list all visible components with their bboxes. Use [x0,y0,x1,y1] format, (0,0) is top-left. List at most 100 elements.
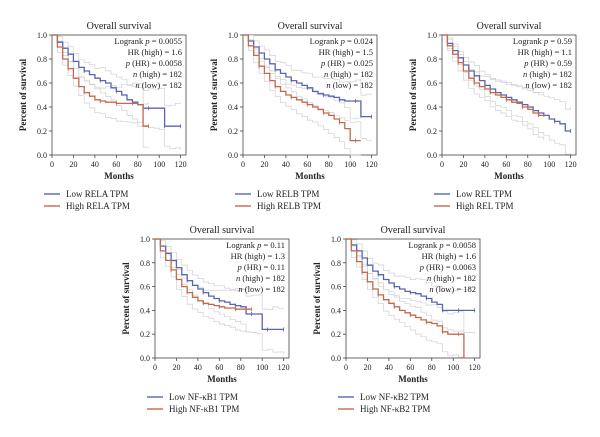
y-tick-label: 0.2 [427,127,437,136]
x-tick-label: 60 [215,363,223,372]
legend-label: Low RELA TPM [66,189,128,199]
stat-symbol: n [525,80,529,90]
stat-line: n (low) = 182 [525,80,572,90]
ci-band [243,34,372,96]
survival-curve-high [442,34,545,117]
y-tick-label: 0.4 [331,306,341,315]
survival-curve-high [346,238,465,358]
x-tick-label: 0 [50,160,54,169]
stat-key: HR (high) = 1.5 [319,47,373,57]
y-axis-label: Percent of survival [408,58,418,131]
survival-curve-high [52,34,149,127]
stat-symbol: p [523,58,528,68]
x-tick-label: 20 [363,363,371,372]
ci-band [52,34,181,107]
y-tick-label: 0.4 [228,103,238,112]
stat-value: (high) = 182 [431,273,476,283]
x-tick-label: 40 [282,160,290,169]
chart-title: Overall survival [381,225,446,236]
survival-chart-5: Overall survival 0.0 0.2 0.4 0.6 0.8 1.0 0 20 40 6… [312,225,481,414]
legend-label: High NF-κB2 TPM [360,404,430,414]
x-tick-label: 120 [366,160,378,169]
y-tick-label: 0.6 [427,79,437,88]
x-tick-label: 20 [260,160,268,169]
stat-line: n (low) = 182 [135,80,182,90]
x-tick-label: 80 [428,363,436,372]
x-tick-label: 100 [256,363,268,372]
y-tick-label: 0.0 [331,354,341,363]
ci-band [155,238,284,310]
survival-curve-low [346,238,475,312]
y-tick-label: 0.0 [140,354,150,363]
ci-band [243,34,362,120]
stat-symbol: p [543,36,548,46]
x-tick-label: 120 [565,160,577,169]
x-tick-label: 0 [440,160,444,169]
y-tick-label: 0.4 [37,103,47,112]
y-tick-label: 1.0 [427,31,437,40]
plot-frame [441,34,577,156]
y-tick-label: 1.0 [228,31,238,40]
plot-frame [51,34,187,156]
x-tick-label: 80 [524,160,532,169]
y-axis-label: Percent of survival [18,58,28,131]
survival-chart-2: Overall survival 0.0 0.2 0.4 0.6 0.8 1.0 0 20 40 6… [209,21,378,211]
x-tick-label: 100 [153,160,165,169]
y-tick-label: 0.2 [37,127,47,136]
x-tick-label: 100 [344,160,356,169]
survival-chart-3: Overall survival 0.0 0.2 0.4 0.6 0.8 1.0 0 20 40 6… [408,21,577,211]
x-tick-label: 60 [406,363,414,372]
x-tick-label: 0 [344,363,348,372]
x-tick-label: 40 [194,363,202,372]
legend-label: High RELA TPM [66,201,130,211]
stat-value: = 0.59 [548,36,572,46]
stat-symbol: n [135,80,139,90]
stat-value: (low) = 182 [434,284,476,294]
ci-band [52,34,149,149]
chart-title: Overall survival [477,21,542,32]
stat-line: Logrank p = 0.0055 [114,36,182,46]
stat-value: = 0.0058 [444,240,476,250]
survival-chart-4: Overall survival 0.0 0.2 0.4 0.6 0.8 1.0 0 20 40 6… [121,225,290,414]
stat-symbol: p [237,262,242,272]
legend-label: Low RELB TPM [257,189,319,199]
stat-line: HR (high) = 1.1 [518,47,572,57]
ci-band [442,34,545,141]
stat-line: p (HR) = 0.025 [320,58,373,68]
stat-key: Logrank [114,36,145,46]
stat-value: = 0.0055 [150,36,182,46]
x-tick-label: 20 [172,363,180,372]
y-tick-label: 0.2 [228,127,238,136]
stat-symbol: n [326,80,330,90]
y-tick-label: 0.0 [228,151,238,160]
stat-value: (high) = 182 [527,69,572,79]
stat-symbol: p [125,58,130,68]
x-tick-label: 0 [241,160,245,169]
y-tick-label: 0.0 [427,151,437,160]
stat-symbol: n [427,273,431,283]
x-tick-label: 100 [543,160,555,169]
stat-symbol: p [419,262,424,272]
y-axis-label: Percent of survival [209,58,219,131]
stat-symbol: n [523,69,527,79]
legend-label: Low REL TPM [456,189,512,199]
x-tick-label: 40 [385,363,393,372]
stat-symbol: n [236,273,240,283]
stat-value: (HR) = 0.0063 [424,262,476,272]
stat-line: n (high) = 182 [324,69,373,79]
ci-band [346,238,465,334]
stat-line: n (high) = 182 [133,69,182,79]
plot-frame [242,34,378,156]
stat-value: (low) = 182 [140,80,182,90]
y-tick-label: 0.8 [140,259,150,268]
x-axis-label: Months [207,374,237,384]
stat-value: (low) = 182 [530,80,572,90]
ci-band [442,34,545,95]
stat-symbol: n [429,284,433,294]
x-axis-label: Months [494,171,524,181]
chart-title: Overall survival [87,21,152,32]
survival-curve-high [243,34,361,142]
stat-value: (HR) = 0.59 [528,58,572,68]
stat-line: HR (high) = 1.6 [422,251,476,261]
stat-value: = 0.024 [345,36,374,46]
